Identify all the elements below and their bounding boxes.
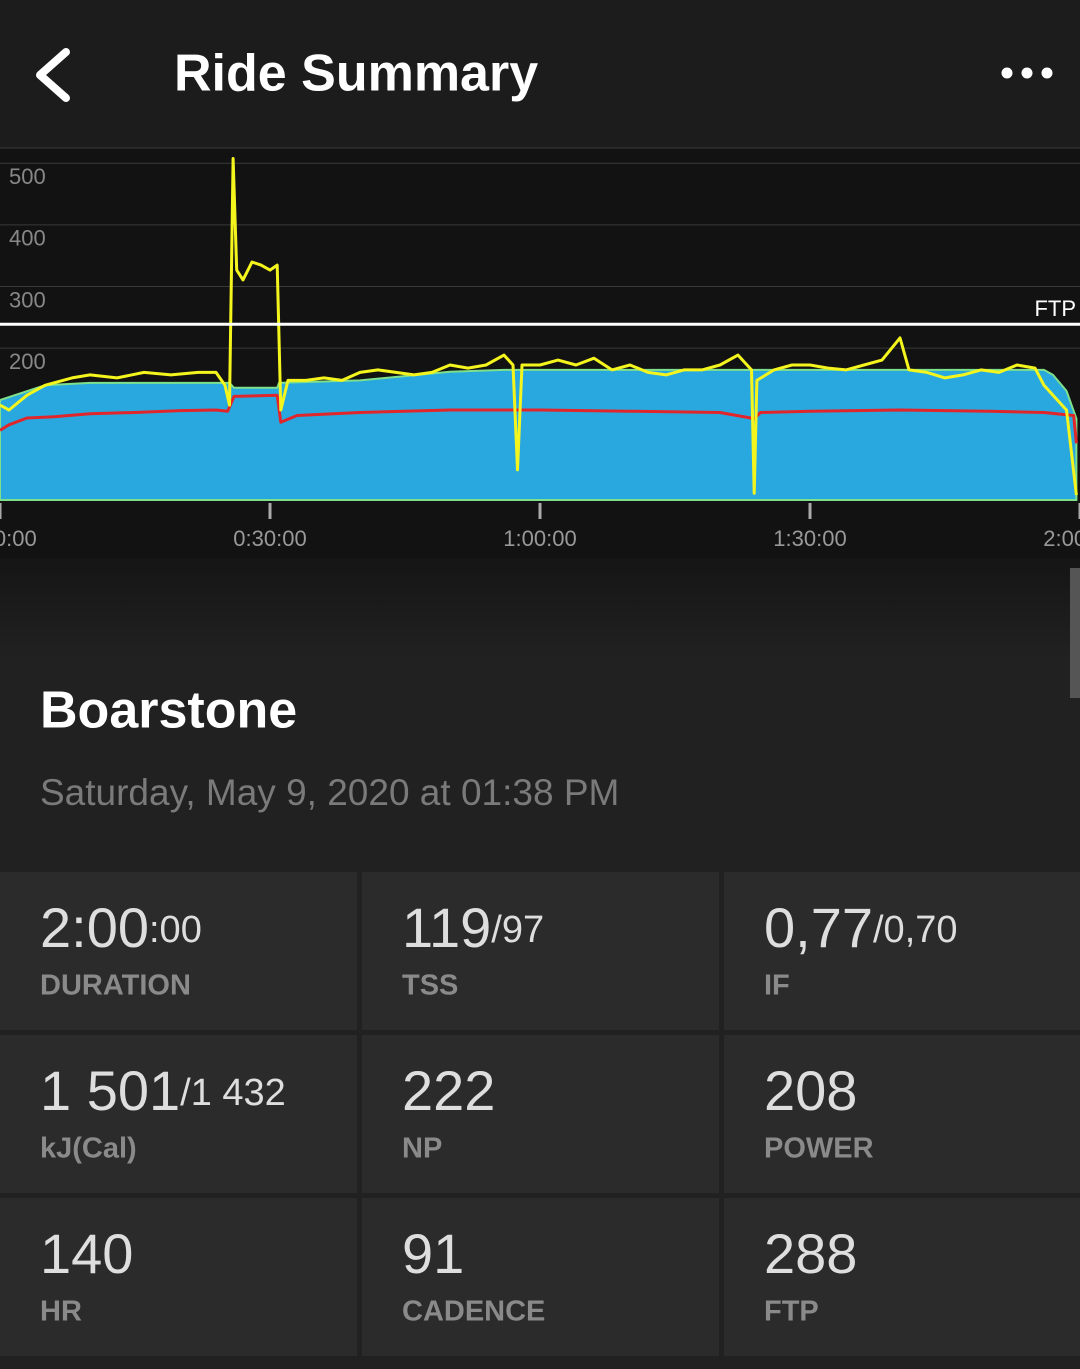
scrollbar <box>1070 568 1080 698</box>
stat-main: 2:00 <box>40 896 149 959</box>
stat-suffix: /97 <box>491 909 544 951</box>
stat-card <box>0 1035 357 1193</box>
stat-main: 208 <box>764 1059 857 1122</box>
stat-card <box>362 872 719 1030</box>
stat-card <box>724 1198 1080 1356</box>
ride-date: Saturday, May 9, 2020 at 01:38 PM <box>40 772 619 813</box>
stat-value: 222 <box>402 1059 495 1122</box>
y-tick-label: 500 <box>9 164 46 189</box>
stat-main: 222 <box>402 1059 495 1122</box>
back-button[interactable] <box>36 48 70 102</box>
stat-value: 1 501/1 432 <box>40 1059 286 1122</box>
stat-main: 119 <box>402 896 491 959</box>
stat-value: 119/97 <box>402 896 544 959</box>
ride-name: Boarstone <box>40 682 297 740</box>
area-series <box>0 368 1078 501</box>
y-tick-label: 400 <box>9 226 46 251</box>
stat-main: 1 501 <box>40 1059 180 1122</box>
stat-label: TSS <box>402 970 458 1002</box>
y-tick-label: 300 <box>9 287 46 312</box>
power-chart: 200 300 400 500 FTP 0:00:00 0:30:00 1:00:00 1:30… <box>0 147 1080 551</box>
stat-value: 2:00:00 <box>40 896 202 959</box>
stat-main: 288 <box>764 1222 857 1285</box>
x-tick-label: 1:00:00 <box>503 526 576 551</box>
line-series <box>0 157 1078 496</box>
stat-suffix: /0,70 <box>873 909 958 951</box>
stats-grid: 2:00:00 DURATION 119/97 TSS 0,77/0,70 IF 1 501… <box>0 872 1080 1356</box>
stat-main: 140 <box>40 1222 133 1285</box>
x-tick-label: 0:00:00 <box>0 526 37 551</box>
stat-label: NP <box>402 1133 442 1165</box>
stat-label: CADENCE <box>402 1296 545 1328</box>
ftp-label: FTP <box>1034 296 1076 321</box>
app-bar <box>0 0 1080 148</box>
stat-label: DURATION <box>40 970 191 1002</box>
stat-card <box>724 1035 1080 1193</box>
stat-value: 0,77/0,70 <box>764 896 958 959</box>
stat-card <box>0 1198 357 1356</box>
stat-label: HR <box>40 1296 82 1328</box>
screen-title: Ride Summary <box>174 45 538 103</box>
stat-card <box>0 872 357 1030</box>
stat-suffix: :00 <box>149 909 202 951</box>
stat-card <box>362 1035 719 1193</box>
x-tick-label: 1:30:00 <box>773 526 846 551</box>
stat-card <box>724 872 1080 1030</box>
stat-main: 91 <box>402 1222 464 1285</box>
stat-main: 0,77 <box>764 896 873 959</box>
more-menu[interactable] <box>1001 67 1053 79</box>
stat-label: FTP <box>764 1296 819 1328</box>
stat-label: POWER <box>764 1133 874 1165</box>
stat-value: 288 <box>764 1222 857 1285</box>
panel-shadow <box>0 558 1080 658</box>
x-tick-label: 0:30:00 <box>233 526 306 551</box>
x-tick-label: 2:00:00 <box>1043 526 1080 551</box>
stat-card <box>362 1198 719 1356</box>
stat-suffix: /1 432 <box>180 1072 286 1114</box>
stat-value: 140 <box>40 1222 133 1285</box>
stat-label: kJ(Cal) <box>40 1133 137 1165</box>
stat-value: 208 <box>764 1059 857 1122</box>
stat-value: 91 <box>402 1222 464 1285</box>
y-tick-label: 200 <box>9 349 46 374</box>
line-series <box>0 393 1078 444</box>
stat-label: IF <box>764 970 790 1002</box>
